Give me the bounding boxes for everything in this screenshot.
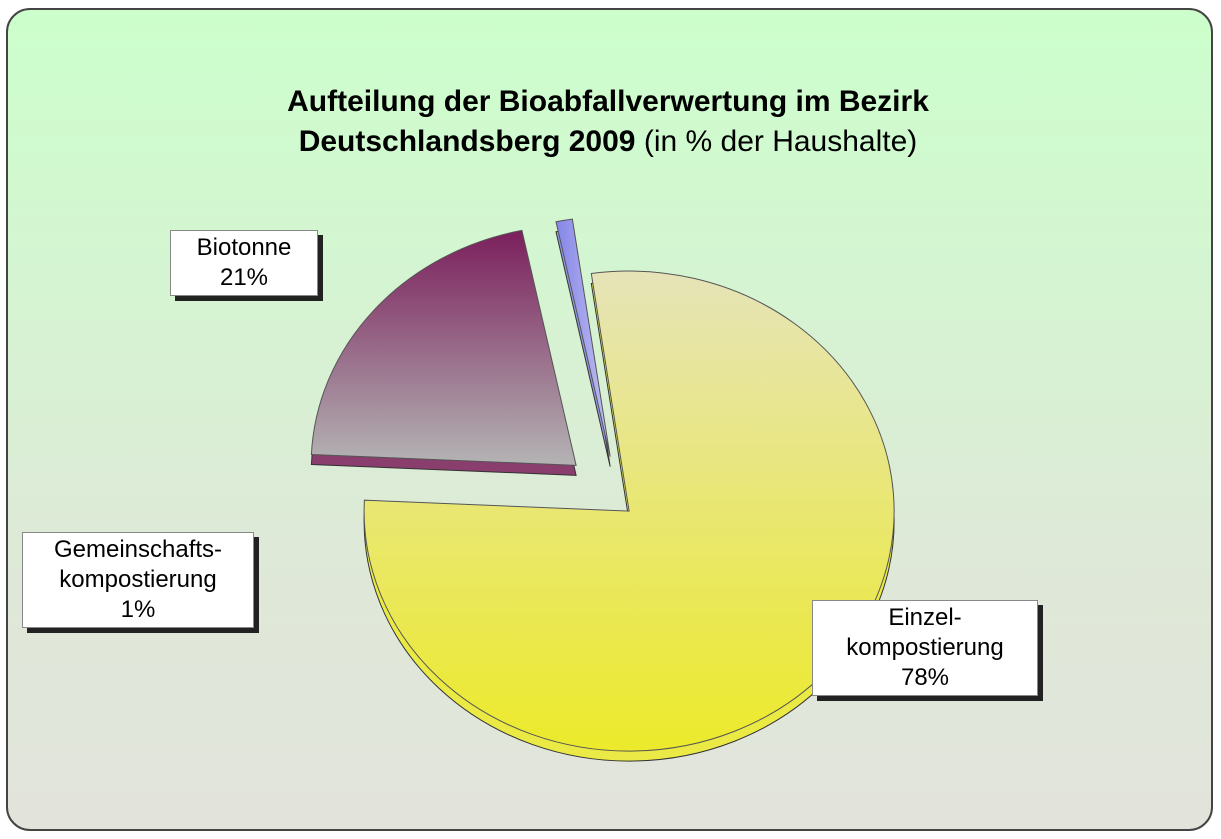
value-label: 21% — [219, 264, 269, 291]
category-label: Biotonne — [196, 234, 292, 261]
data-label: Gemeinschafts-kompostierung 1% — [22, 532, 254, 628]
value-label: 1% — [120, 596, 156, 623]
subtitle: (in % der Haushalte) — [643, 125, 918, 158]
value-label: 78% — [900, 664, 950, 691]
data-label: Einzel-kompostierung 78% — [812, 600, 1038, 696]
chart-title: Aufteilung der Bioabfallverwertung im Be… — [198, 82, 1018, 162]
data-label: Biotonne 21% — [170, 230, 318, 296]
title: Aufteilung der Bioabfallverwertung im Be… — [287, 85, 929, 158]
chart-area: Aufteilung der Bioabfallverwertung im Be… — [6, 8, 1213, 831]
category-label: Einzel-kompostierung — [846, 604, 1004, 661]
slice — [310, 229, 577, 466]
slice — [555, 218, 611, 457]
category-label: Gemeinschafts-kompostierung — [53, 536, 223, 593]
chart — [310, 218, 895, 762]
